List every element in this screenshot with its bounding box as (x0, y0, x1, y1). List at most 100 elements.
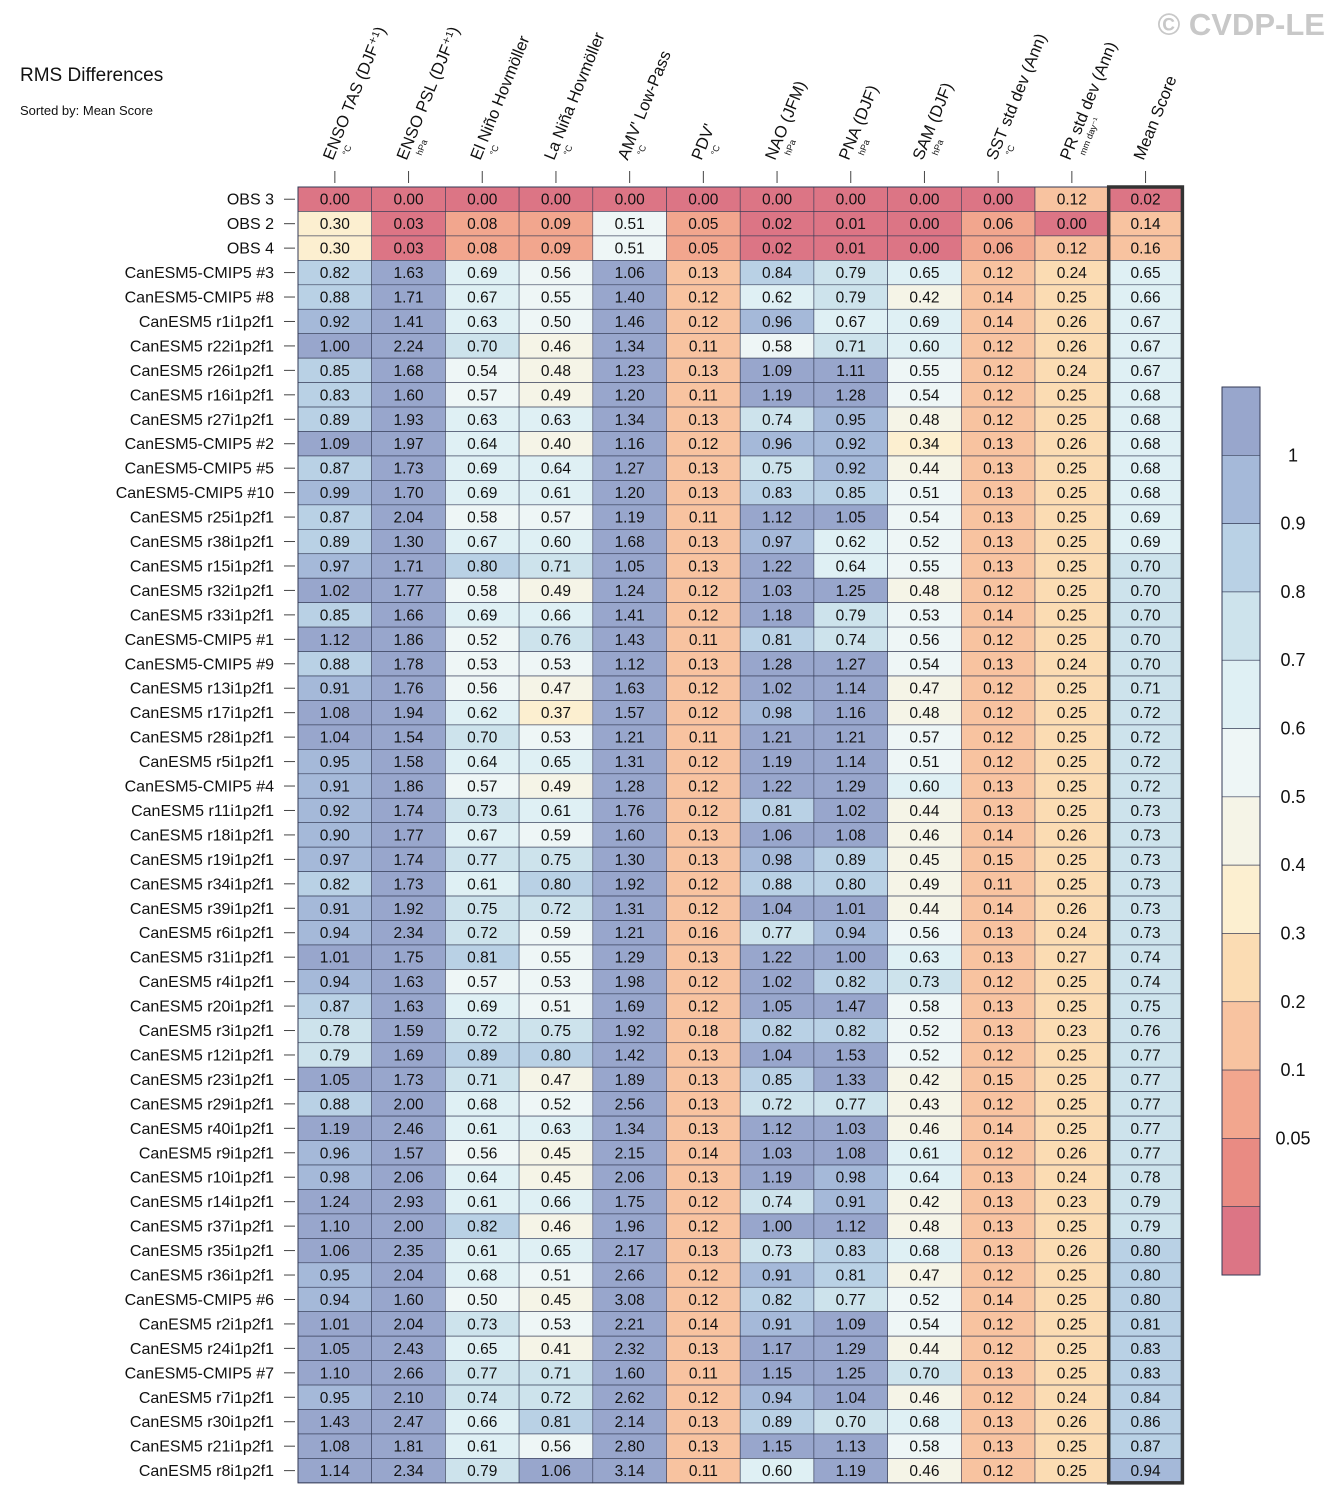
cell-value: 0.87 (320, 510, 350, 527)
heatmap-cell (1108, 651, 1183, 677)
cell-value: 0.03 (393, 216, 423, 233)
cell-value: 1.27 (836, 656, 866, 673)
cell-value: 0.12 (983, 1390, 1013, 1407)
heatmap-cell (739, 308, 815, 335)
cell-value: 0.92 (320, 314, 350, 331)
row-label: CanESM5-CMIP5 #6 (125, 1292, 274, 1309)
cell-value: 0.63 (467, 412, 497, 429)
cell-value: 0.63 (541, 412, 571, 429)
heatmap-cell (887, 1115, 962, 1141)
cell-value: 0.14 (983, 901, 1014, 918)
cell-value: 0.87 (320, 999, 350, 1016)
cell-value: 0.72 (541, 901, 571, 918)
cell-value: 0.24 (1057, 1170, 1088, 1187)
cell-value: 0.13 (688, 1047, 718, 1064)
cell-value: 0.68 (909, 1414, 939, 1431)
cell-value: 0.51 (541, 999, 571, 1016)
heatmap-cell (813, 1286, 888, 1313)
heatmap-cell (445, 1140, 520, 1166)
heatmap-cell (960, 382, 1036, 408)
heatmap-cell (371, 211, 446, 237)
heatmap-cell (887, 700, 962, 726)
cell-value: 0.12 (688, 1219, 718, 1236)
heatmap-cell (666, 749, 741, 775)
cell-value: 0.75 (541, 852, 571, 869)
heatmap-cell (445, 920, 520, 946)
cell-value: 0.85 (762, 1072, 792, 1089)
row-label: CanESM5-CMIP5 #5 (125, 461, 274, 478)
row-label: CanESM5 r1i1p2f1 (139, 314, 274, 331)
cell-value: 0.96 (762, 436, 792, 453)
cell-value: 0.11 (689, 387, 718, 404)
cell-value: 1.12 (762, 1121, 792, 1138)
heatmap-cell (1108, 1384, 1183, 1410)
cell-value: 0.80 (541, 876, 572, 893)
cell-value: 0.13 (983, 534, 1013, 551)
heatmap-cell (739, 504, 815, 530)
heatmap-cell (297, 1091, 372, 1117)
heatmap-cell (1034, 1164, 1109, 1190)
cell-value: 0.98 (762, 705, 792, 722)
cell-value: 0.82 (762, 1292, 792, 1309)
heatmap-cell (1034, 480, 1109, 506)
cell-value: 1.86 (393, 632, 423, 649)
heatmap-cell (813, 1262, 888, 1288)
cell-value: 0.13 (983, 779, 1013, 796)
cell-value: 0.13 (983, 461, 1013, 478)
cell-value: 0.03 (393, 241, 423, 258)
heatmap-cell (960, 1115, 1036, 1141)
cell-value: 1.02 (762, 974, 792, 991)
cell-value: 0.05 (688, 216, 718, 233)
heatmap-cell (371, 700, 446, 726)
heatmap-cell (592, 822, 667, 848)
cell-value: 0.94 (762, 1390, 793, 1407)
cell-value: 1.19 (762, 1170, 792, 1187)
heatmap-cell (371, 1286, 446, 1313)
heatmap-cell (297, 700, 372, 726)
heatmap-cell (592, 920, 667, 946)
heatmap-cell (666, 553, 741, 579)
cell-value: 0.57 (541, 510, 571, 527)
cell-value: 0.12 (688, 607, 718, 624)
cell-value: 0.54 (467, 363, 498, 380)
heatmap-cell (297, 773, 372, 799)
heatmap-cell (445, 455, 520, 481)
cell-value: 1.41 (393, 314, 423, 331)
cell-value: 0.73 (1130, 852, 1160, 869)
cell-value: 0.09 (541, 241, 571, 258)
cell-value: 0.25 (1057, 290, 1087, 307)
heatmap-cell (518, 211, 594, 237)
cell-value: 0.99 (320, 485, 350, 502)
cell-value: 0.02 (762, 216, 792, 233)
cell-value: 0.77 (762, 925, 792, 942)
cell-value: 0.47 (909, 1268, 939, 1285)
cell-value: 2.06 (393, 1170, 423, 1187)
heatmap-cell (960, 1238, 1036, 1264)
cell-value: 0.51 (909, 754, 939, 771)
heatmap-cell (445, 1262, 520, 1288)
heatmap-cell (666, 577, 741, 603)
cell-value: 0.13 (688, 1096, 718, 1113)
cell-value: 0.24 (1057, 925, 1088, 942)
cell-value: 0.73 (909, 974, 939, 991)
cell-value: 0.75 (1130, 999, 1160, 1016)
cell-value: 1.03 (836, 1121, 866, 1138)
cell-value: 0.98 (762, 852, 792, 869)
cell-value: 0.11 (689, 632, 718, 649)
cell-value: 1.69 (393, 1047, 423, 1064)
cell-value: 0.95 (320, 754, 350, 771)
heatmap-cell (960, 1164, 1036, 1190)
cell-value: 1.43 (615, 632, 645, 649)
heatmap-cell (887, 1164, 962, 1190)
heatmap-cell (518, 846, 594, 872)
row-label: CanESM5 r8i1p2f1 (139, 1463, 274, 1480)
cell-value: 0.56 (467, 681, 497, 698)
cell-value: 0.69 (467, 607, 497, 624)
cell-value: 1.00 (320, 338, 351, 355)
cell-value: 0.23 (1057, 1023, 1087, 1040)
heatmap-cell (445, 1213, 520, 1239)
column-unit: °C (709, 143, 722, 157)
cell-value: 0.12 (688, 779, 718, 796)
heatmap-cell (445, 1286, 520, 1313)
heatmap-cell (739, 357, 815, 383)
